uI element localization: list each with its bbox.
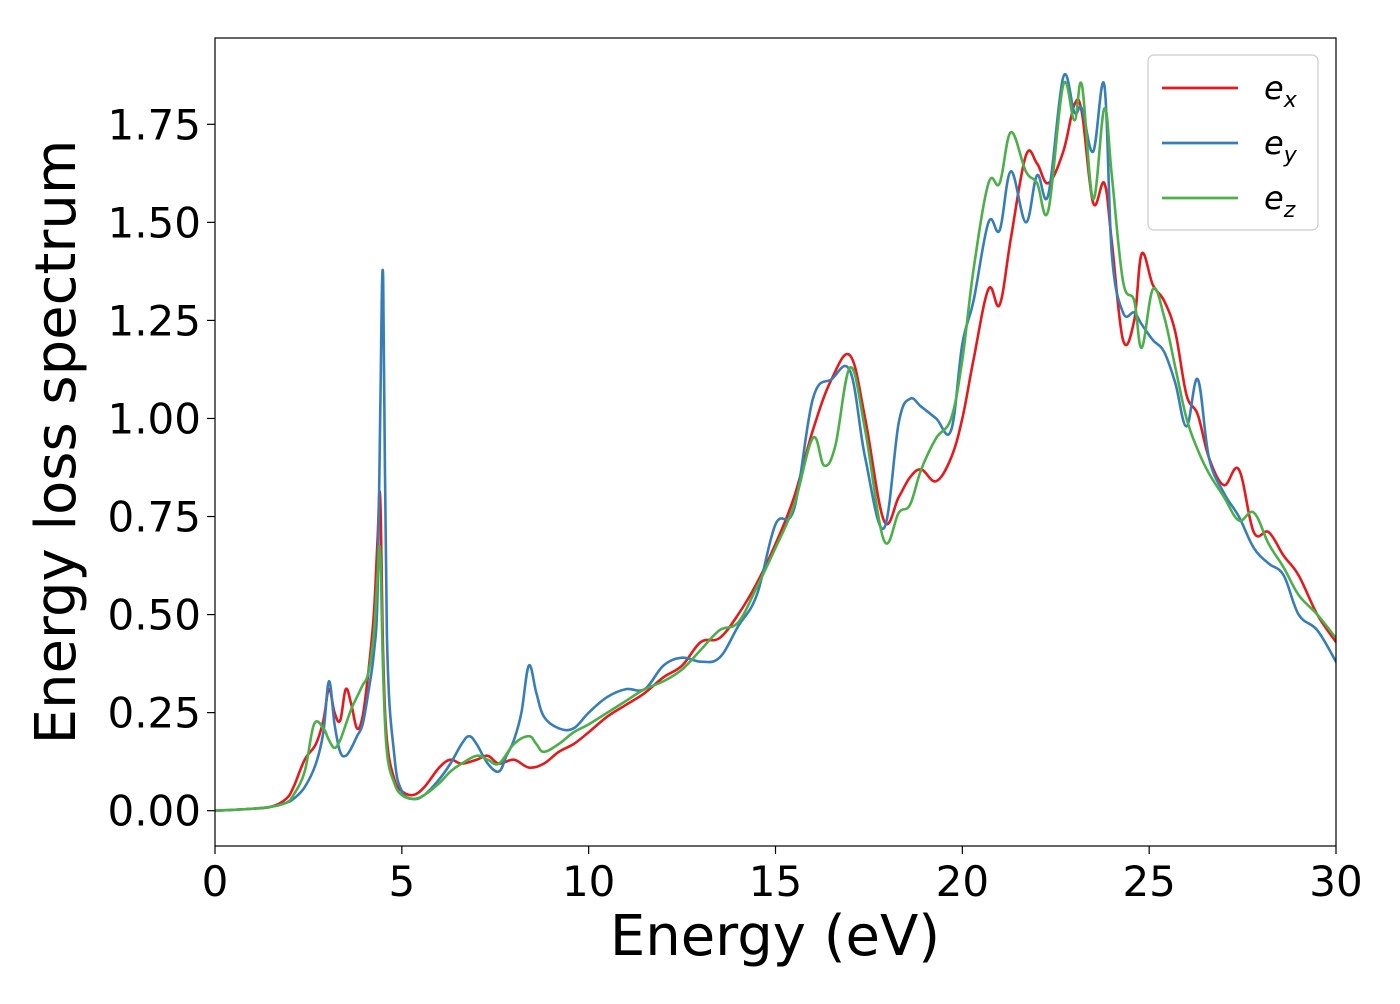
x-tick-label: 0: [202, 857, 229, 906]
x-tick-label: 15: [749, 857, 802, 906]
y-tick-label: 1.50: [107, 198, 201, 247]
legend-label-subscript: z: [1283, 198, 1296, 223]
legend-label-subscript: y: [1283, 143, 1298, 168]
legend-label-ez: ez: [1264, 179, 1296, 223]
series-line-ey: [215, 73, 1336, 812]
series-layer: [215, 73, 1336, 812]
legend-label-base: e: [1264, 179, 1284, 217]
legend-label-subscript: x: [1283, 88, 1298, 113]
y-tick-label: 1.75: [107, 100, 201, 149]
y-axis-title: Energy loss spectrum: [24, 140, 89, 745]
y-tick-label: 0.75: [107, 493, 201, 542]
x-tick-label: 25: [1122, 857, 1175, 906]
x-tick-label: 10: [562, 857, 615, 906]
x-tick-label: 30: [1309, 857, 1362, 906]
y-tick-label: 0.00: [107, 787, 201, 836]
legend-label-base: e: [1264, 69, 1284, 107]
y-tick-label: 0.50: [107, 591, 201, 640]
legend-label-ey: ey: [1264, 124, 1298, 168]
x-tick-label: 20: [936, 857, 989, 906]
x-axis-title: Energy (eV): [610, 904, 940, 969]
series-line-ez: [215, 80, 1336, 812]
y-tick-label: 1.25: [107, 296, 201, 345]
x-tick-label: 5: [388, 857, 415, 906]
legend-label-ex: ex: [1264, 69, 1298, 113]
y-axis: 0.00 0.25 0.50 0.75 1.00 1.25 1.50 1.75: [107, 100, 215, 836]
legend-label-base: e: [1264, 124, 1284, 162]
x-axis: 0 5 10 15 20 25 30: [202, 846, 1363, 906]
y-tick-label: 1.00: [107, 394, 201, 443]
y-tick-label: 0.25: [107, 689, 201, 738]
